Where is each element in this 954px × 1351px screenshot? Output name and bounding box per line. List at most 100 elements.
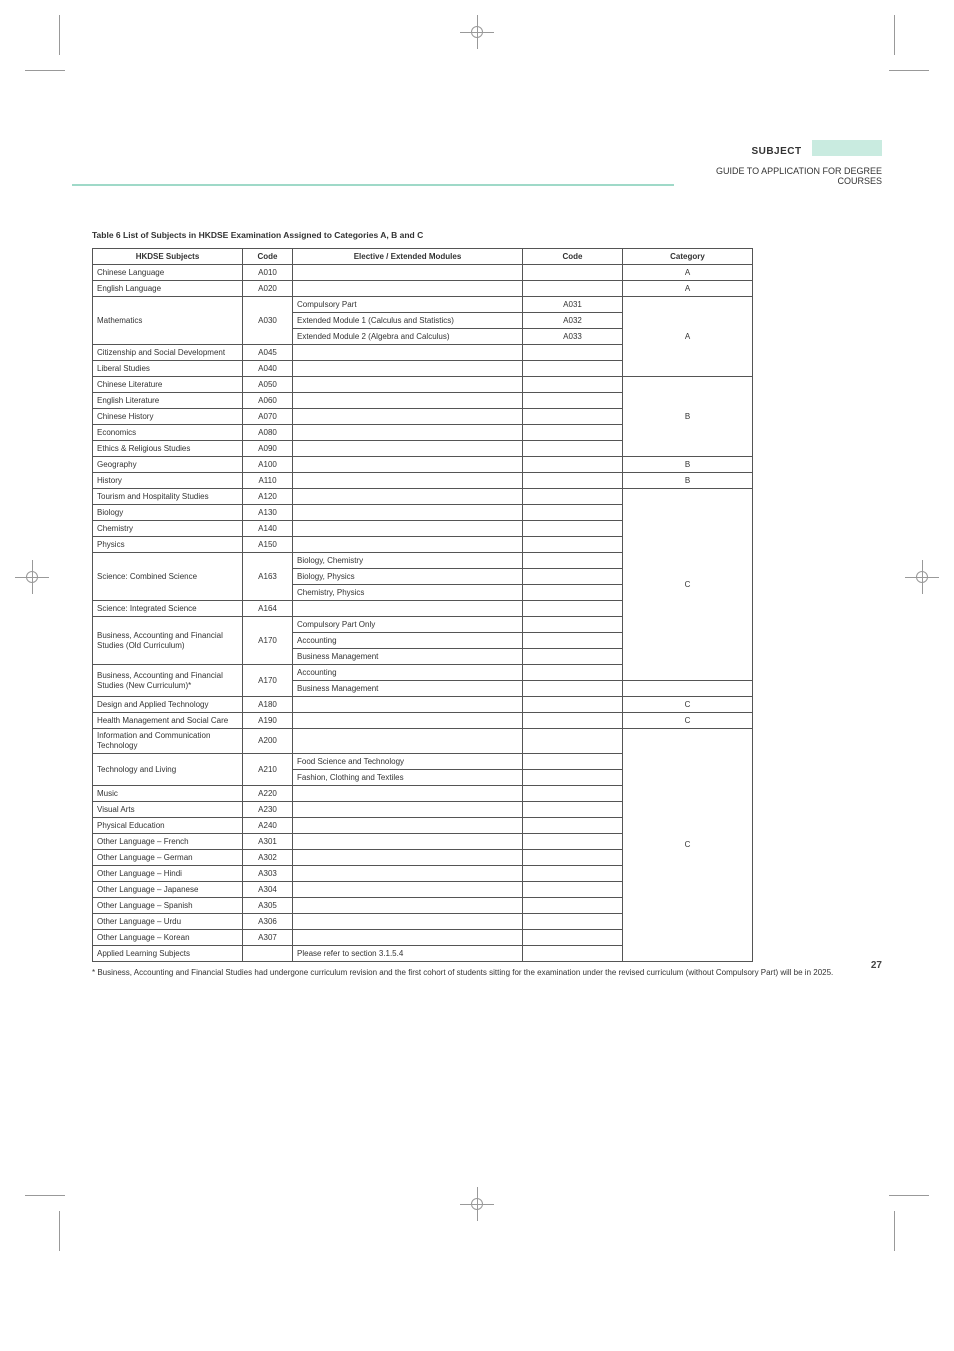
table-row: Tourism and Hospitality StudiesA120C <box>93 489 753 505</box>
registration-mark-right <box>905 560 939 594</box>
cell-subject-code: A010 <box>243 265 293 281</box>
cell-elective <box>293 345 523 361</box>
cell-elective-code: A032 <box>523 313 623 329</box>
cell-elective-code <box>523 409 623 425</box>
cell-elective-code <box>523 425 623 441</box>
cell-category: A <box>623 297 753 377</box>
registration-mark-top <box>460 15 494 49</box>
cell-elective <box>293 834 523 850</box>
cell-elective-code <box>523 457 623 473</box>
cell-subject: Chinese History <box>93 409 243 425</box>
cell-subject: Biology <box>93 505 243 521</box>
cell-subject: Design and Applied Technology <box>93 697 243 713</box>
cell-elective-code <box>523 713 623 729</box>
cell-subject-code: A050 <box>243 377 293 393</box>
cell-category: B <box>623 457 753 473</box>
cell-elective-code <box>523 946 623 962</box>
cell-subject: Business, Accounting and Financial Studi… <box>93 617 243 665</box>
cell-elective-code <box>523 601 623 617</box>
cell-elective-code <box>523 553 623 569</box>
cell-elective-code <box>523 866 623 882</box>
cell-subject-code: A303 <box>243 866 293 882</box>
cell-elective: Accounting <box>293 633 523 649</box>
cell-elective <box>293 441 523 457</box>
cell-subject-code: A170 <box>243 665 293 697</box>
cell-subject-code: A220 <box>243 786 293 802</box>
cell-subject-code: A306 <box>243 914 293 930</box>
table-row: Chinese LanguageA010A <box>93 265 753 281</box>
cell-elective <box>293 281 523 297</box>
cell-subject-code: A030 <box>243 297 293 345</box>
cell-elective: Business Management <box>293 649 523 665</box>
cell-subject: Liberal Studies <box>93 361 243 377</box>
cell-elective <box>293 361 523 377</box>
cell-elective <box>293 914 523 930</box>
cell-elective-code <box>523 850 623 866</box>
cell-subject: Geography <box>93 457 243 473</box>
table-row: Information and Communication Technology… <box>93 729 753 754</box>
cell-category: C <box>623 729 753 962</box>
cell-subject-code: A180 <box>243 697 293 713</box>
cell-elective-code: A031 <box>523 297 623 313</box>
cell-subject: Music <box>93 786 243 802</box>
cell-elective <box>293 786 523 802</box>
cell-subject: Health Management and Social Care <box>93 713 243 729</box>
cell-subject: Chinese Language <box>93 265 243 281</box>
cell-elective-code <box>523 265 623 281</box>
cell-category <box>623 681 753 697</box>
cell-subject: Citizenship and Social Development <box>93 345 243 361</box>
cell-subject-code: A100 <box>243 457 293 473</box>
cell-elective-code <box>523 489 623 505</box>
cell-subject-code: A150 <box>243 537 293 553</box>
cell-subject: Chemistry <box>93 521 243 537</box>
cell-elective-code <box>523 754 623 770</box>
col-code1: Code <box>243 249 293 265</box>
cell-elective-code <box>523 882 623 898</box>
cell-elective <box>293 802 523 818</box>
cell-elective: Chemistry, Physics <box>293 585 523 601</box>
cell-subject-code: A045 <box>243 345 293 361</box>
cell-elective <box>293 521 523 537</box>
page-content: SUBJECT GUIDE TO APPLICATION FOR DEGREE … <box>72 50 882 977</box>
cell-subject-code: A230 <box>243 802 293 818</box>
cell-subject-code: A210 <box>243 754 293 786</box>
cell-elective: Compulsory Part Only <box>293 617 523 633</box>
cell-subject: Applied Learning Subjects <box>93 946 243 962</box>
cell-subject: Other Language – Hindi <box>93 866 243 882</box>
table-title: Table 6 List of Subjects in HKDSE Examin… <box>92 230 752 240</box>
table-row: HistoryA110B <box>93 473 753 489</box>
cell-elective-code <box>523 633 623 649</box>
cell-elective-code: A033 <box>523 329 623 345</box>
cell-elective-code <box>523 681 623 697</box>
cell-elective-code <box>523 818 623 834</box>
cell-elective <box>293 882 523 898</box>
cell-elective <box>293 473 523 489</box>
cell-elective <box>293 930 523 946</box>
cell-subject: Other Language – Korean <box>93 930 243 946</box>
cell-elective-code <box>523 665 623 681</box>
cell-elective-code <box>523 770 623 786</box>
col-elective: Elective / Extended Modules <box>293 249 523 265</box>
cell-elective-code <box>523 697 623 713</box>
cell-elective-code <box>523 377 623 393</box>
cell-subject: Tourism and Hospitality Studies <box>93 489 243 505</box>
col-code2: Code <box>523 249 623 265</box>
cell-subject: English Literature <box>93 393 243 409</box>
table-row: Chinese LiteratureA050B <box>93 377 753 393</box>
cell-elective <box>293 729 523 754</box>
cell-elective <box>293 265 523 281</box>
cell-subject: Ethics & Religious Studies <box>93 441 243 457</box>
cell-subject-code: A130 <box>243 505 293 521</box>
cell-elective <box>293 601 523 617</box>
cell-category: B <box>623 377 753 457</box>
cell-elective <box>293 377 523 393</box>
cell-elective: Food Science and Technology <box>293 754 523 770</box>
cell-subject: Other Language – Japanese <box>93 882 243 898</box>
header-row: SUBJECT GUIDE TO APPLICATION FOR DEGREE … <box>72 140 882 186</box>
cell-subject: Visual Arts <box>93 802 243 818</box>
cell-elective-code <box>523 617 623 633</box>
cell-subject: Economics <box>93 425 243 441</box>
cell-subject-code: A301 <box>243 834 293 850</box>
cell-elective-code <box>523 345 623 361</box>
table-row: MathematicsA030Compulsory PartA031A <box>93 297 753 313</box>
